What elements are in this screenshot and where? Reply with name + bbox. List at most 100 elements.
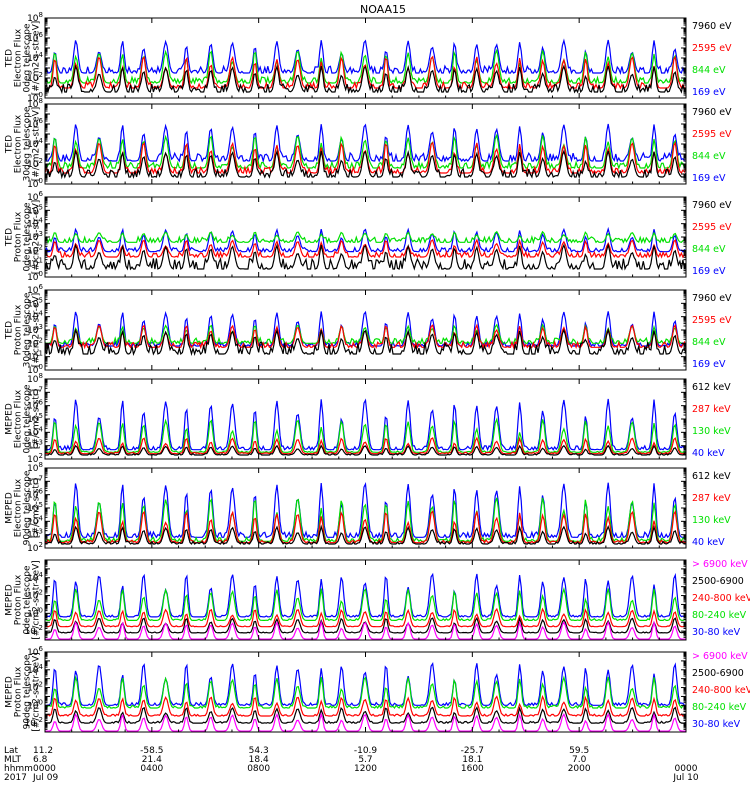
y-axis-label: TEDProton Flux0deg telescope[#/cm2-s-str… [5,200,42,275]
legend-entry: 7960 eV [692,21,732,32]
y-axis-label: MEPEDElectron Flux90deg telescope[#/cm2-… [5,470,42,545]
series-line-130-kev [45,417,686,453]
y-tick-label: 101 [27,350,43,363]
y-tick-label: 105 [27,501,43,514]
y-tick-label: 102 [27,681,43,694]
legend-entry: 40 keV [692,537,725,548]
y-tick-label: 10-2 [25,624,43,637]
y-tick-label: 104 [27,217,43,230]
legend-entry: 80-240 keV [692,610,747,621]
y-tick-label: 103 [27,528,43,541]
series-line-844-ev [45,323,686,346]
footer-tick-hhmm: 2000 [568,764,591,774]
footer-tick-mlt: 5.7 [358,755,372,765]
panel-series [45,398,686,456]
y-tick-label: 106 [27,117,43,130]
y-tick-label: 107 [27,385,43,398]
legend-entry: 2500-6900 [692,668,744,679]
series-line-7960-ev [45,149,686,180]
footer-row-label: MLT [4,755,22,765]
y-tick-label: 103 [27,439,43,452]
y-axis-label: MEPEDProton Flux90deg telescope[#/cm2-s-… [5,652,42,731]
footer-row-label: 2017 [4,773,27,783]
y-tick-label: 107 [27,474,43,487]
y-tick-label: 102 [27,541,43,554]
y-tick-label: 102 [27,589,43,602]
legend-entry: 130 keV [692,426,731,437]
legend-entry: 2500-6900 [692,576,744,587]
footer-tick-lat: 59.5 [569,746,589,756]
footer-tick-mlt: 7.0 [572,755,587,765]
y-tick-label: 108 [27,372,43,385]
y-tick-label: 106 [27,399,43,412]
legend-entry: 2595 eV [692,129,732,140]
y-tick-label: 104 [27,137,43,150]
series-line-169-ev [45,123,686,164]
y-tick-label: 100 [27,363,43,376]
y-tick-label: 103 [27,323,43,336]
y-tick-label: 102 [27,336,43,349]
legend-entry: 612 keV [692,471,731,482]
legend-entry: 240-800 keV [692,593,750,604]
y-tick-label: 100 [27,177,43,190]
footer-tick-hhmm: 0400 [140,764,163,774]
series-line-80-240-kev [45,586,686,622]
y-tick-label: 108 [27,97,43,110]
series-line-240-800-kev [45,607,686,628]
legend-entry: 844 eV [692,337,726,348]
footer-row-label: hhmm [4,764,33,774]
legend-entry: 30-80 keV [692,719,741,730]
legend-entry: 844 eV [692,65,726,76]
y-tick-label: 108 [27,11,43,24]
footer-tick-lat: 54.3 [249,746,269,756]
series-line-130-kev [45,497,686,543]
y-tick-label: 106 [27,488,43,501]
y-tick-label: 106 [27,190,43,203]
y-tick-label: 104 [27,51,43,64]
y-tick-label: 105 [27,412,43,425]
footer-tick-hhmm: 1600 [461,764,484,774]
legend-entry: 2595 eV [692,43,732,54]
footer-tick-date: Jul 09 [32,773,58,783]
panel-series [45,226,686,271]
y-axis-label: MEPEDProton Flux0deg telescope[#/cm2-s-s… [5,560,42,639]
legend-entry: 2595 eV [692,222,732,233]
series-line-2500-6900 [45,706,686,724]
y-tick-label: 102 [27,157,43,170]
legend-entry: 30-80 keV [692,627,741,638]
y-tick-label: 102 [27,243,43,256]
y-axis-label: MEPEDElectron Flux0deg telescope[#/cm2-s… [5,384,42,454]
footer-tick-lat: -10.9 [354,746,378,756]
y-tick-label: 104 [27,663,43,676]
legend-entry: > 6900 keV [692,651,748,662]
footer-tick-hhmm: 1200 [354,764,377,774]
legend-entry: 2595 eV [692,315,732,326]
panel-series [45,662,686,732]
footer-tick-mlt: 6.8 [33,755,48,765]
y-tick-label: 102 [27,452,43,465]
y-tick-label: 105 [27,296,43,309]
series-line-80-240-kev [45,675,686,710]
panel-series [45,123,686,180]
y-tick-label: 10-2 [25,716,43,729]
footer-tick-mlt: 18.1 [462,755,482,765]
series-line-30-80-kev [45,572,686,618]
series-line-169-ev [45,38,686,76]
y-tick-label: 104 [27,514,43,527]
panel-series [45,572,686,640]
y-tick-label: 100 [27,270,43,283]
legend-entry: 287 keV [692,404,731,415]
footer-tick-hhmm: 0800 [247,764,270,774]
y-tick-label: 104 [27,571,43,584]
legend-entry: 169 eV [692,87,726,98]
y-axis-label: TEDElectron Flux0deg telescope[#/cm2-s-s… [5,21,42,96]
series-line-844-ev [45,48,686,86]
legend-entry: 844 eV [692,151,726,162]
